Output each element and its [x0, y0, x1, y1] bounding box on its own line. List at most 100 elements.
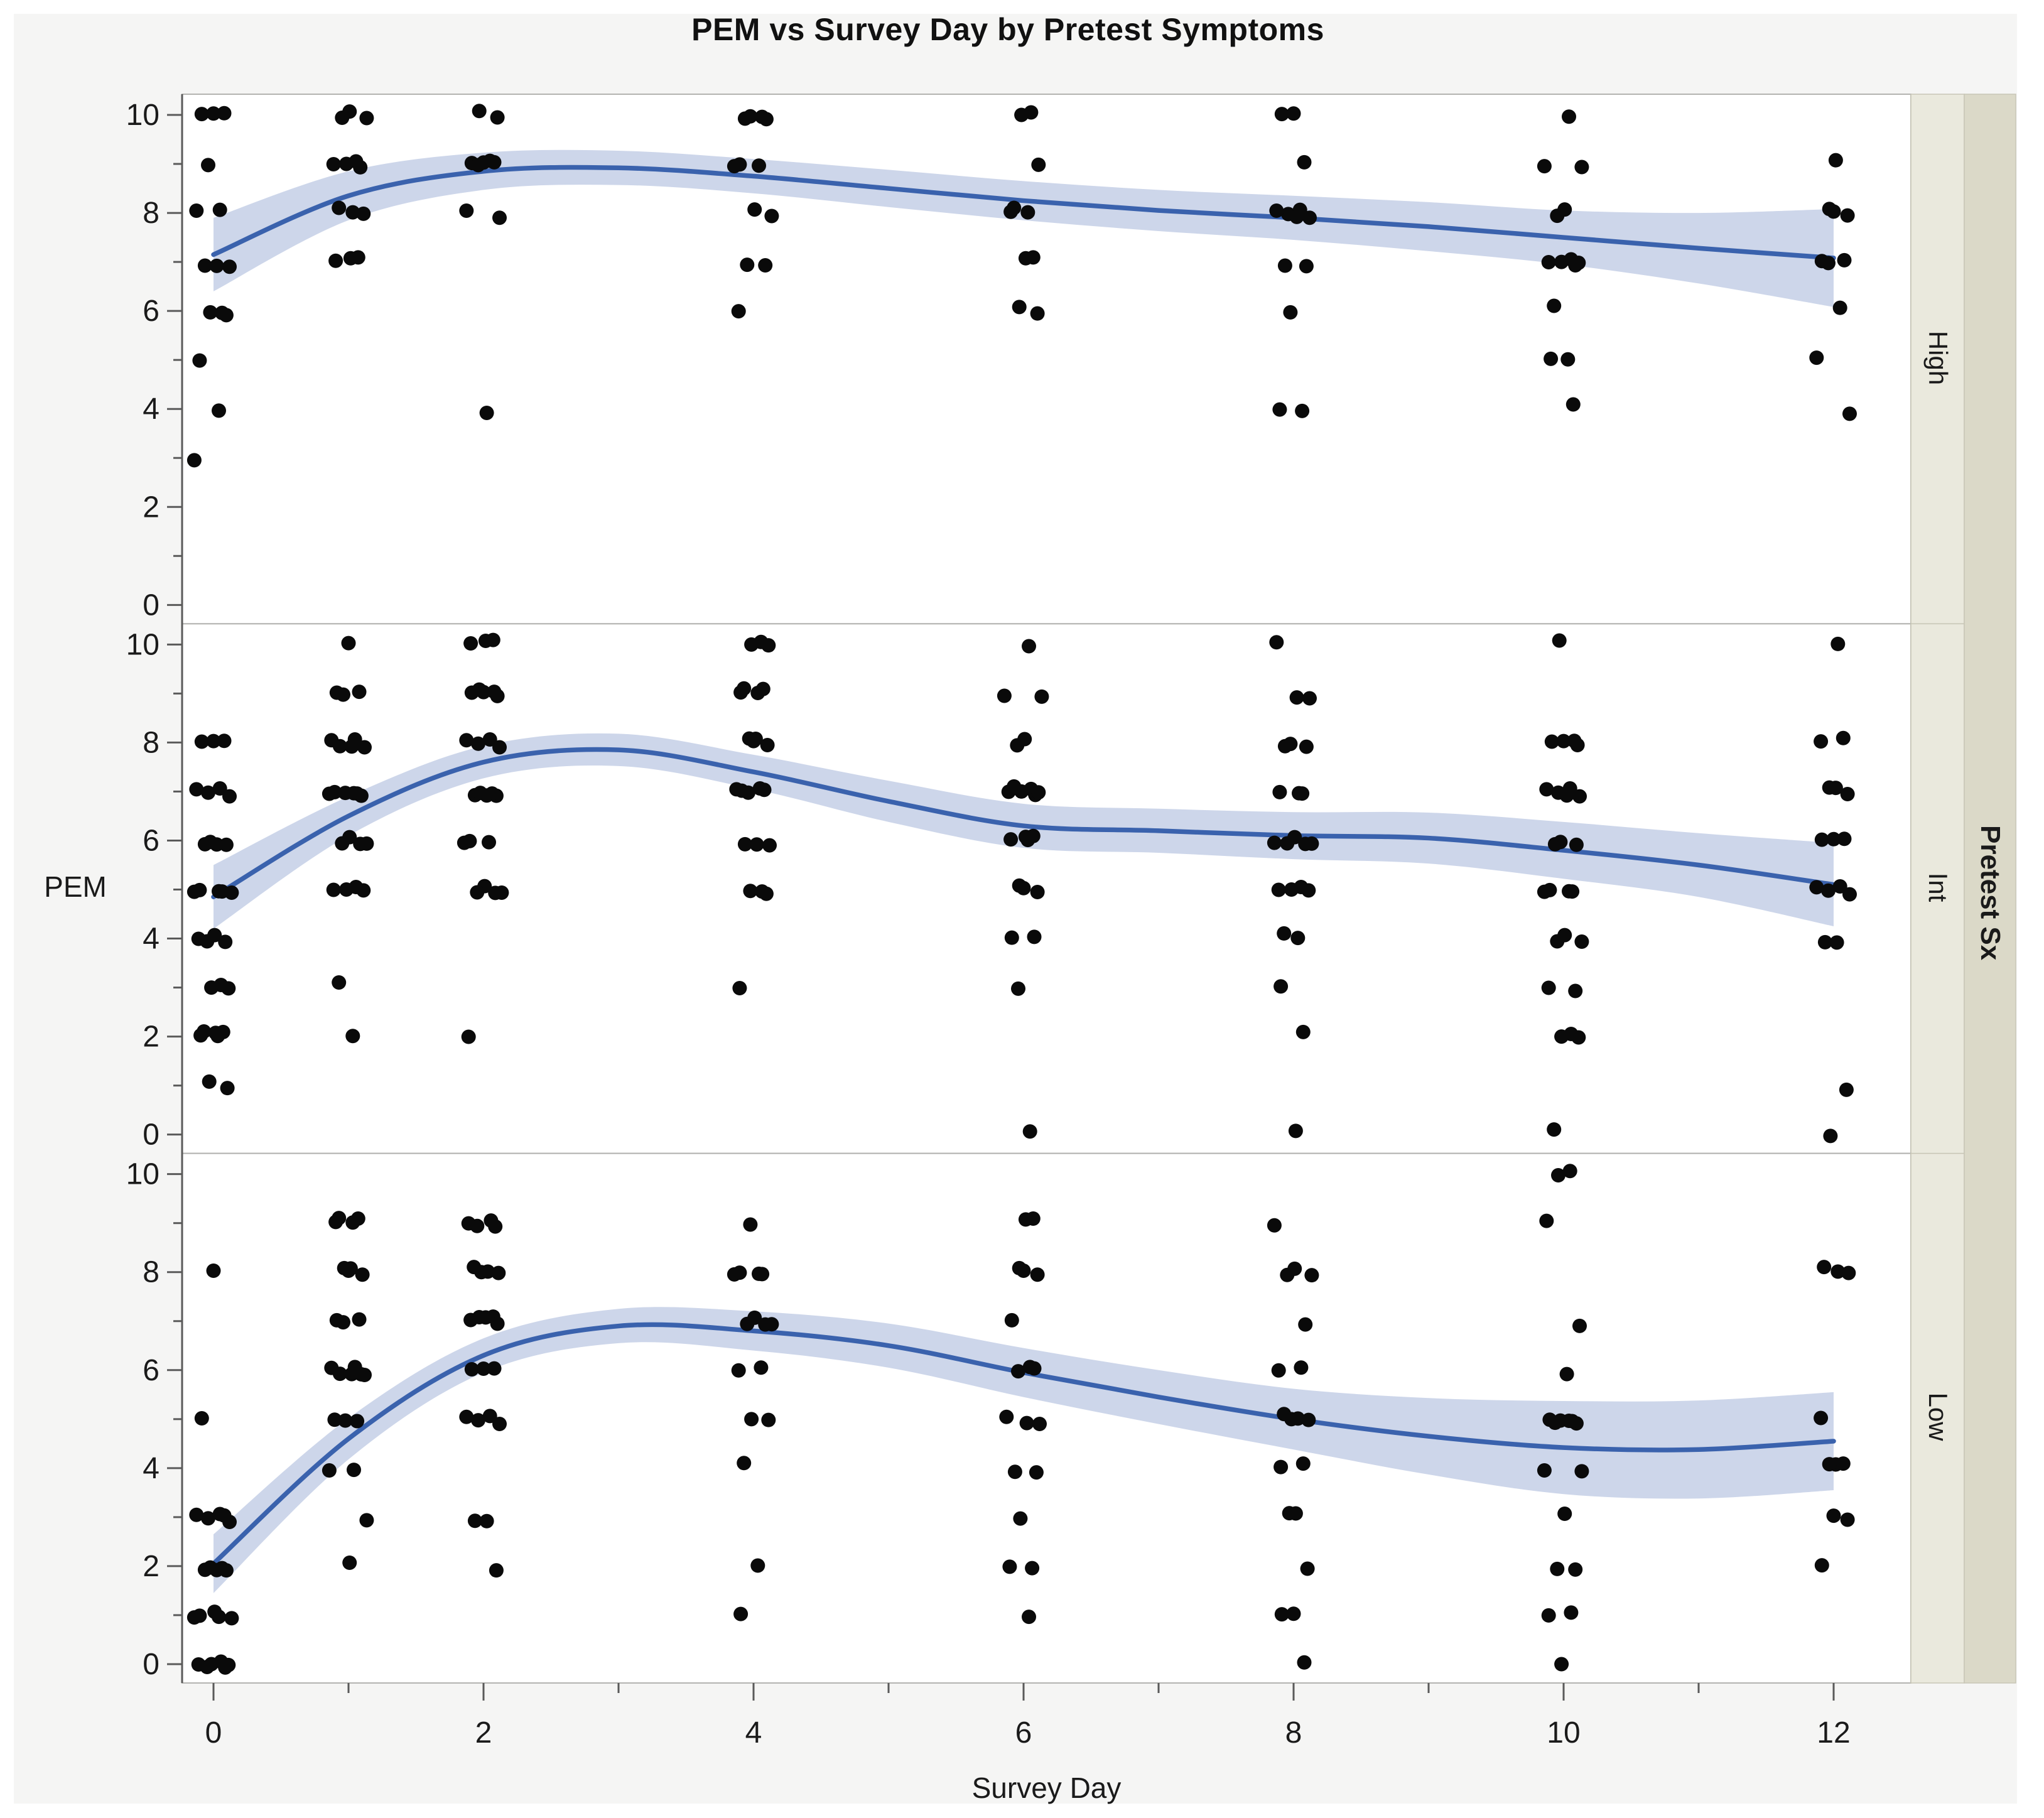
data-point [1826, 1508, 1841, 1523]
data-point [1537, 884, 1552, 899]
facet-outer-strip [1964, 94, 2016, 1684]
data-point [1284, 882, 1299, 897]
data-point [1562, 884, 1576, 899]
data-point [1842, 406, 1857, 421]
data-point [327, 1412, 342, 1427]
data-point [350, 1211, 365, 1226]
data-point [197, 258, 212, 273]
data-point [1572, 789, 1587, 804]
data-point [1568, 1562, 1583, 1577]
data-point [1541, 980, 1556, 995]
data-point [1277, 926, 1292, 941]
data-point [338, 1413, 353, 1428]
data-point [201, 158, 215, 173]
data-point [1564, 1605, 1579, 1620]
data-point [1277, 1407, 1292, 1422]
data-point [492, 740, 507, 755]
data-point [224, 1611, 239, 1626]
data-point [1574, 934, 1589, 949]
y-tick-label: 8 [143, 1256, 160, 1289]
data-point [1562, 1164, 1577, 1179]
data-point [1274, 1607, 1289, 1622]
data-point [189, 782, 204, 797]
data-point [485, 786, 500, 801]
data-point [1011, 981, 1025, 996]
data-point [1025, 1561, 1040, 1576]
data-point [1554, 254, 1569, 269]
data-point [189, 1507, 204, 1522]
data-point [1574, 1464, 1589, 1479]
data-point [752, 1266, 766, 1281]
data-point [476, 1361, 491, 1377]
data-point [489, 1563, 504, 1578]
data-point [1031, 157, 1046, 172]
data-point [1822, 1457, 1837, 1472]
y-tick-label: 6 [143, 824, 160, 857]
data-point [729, 782, 744, 797]
data-point [1823, 1128, 1838, 1144]
data-point [1018, 1212, 1033, 1227]
data-point [322, 1463, 337, 1478]
data-point [347, 1463, 361, 1478]
data-point [740, 1316, 755, 1331]
data-point [1814, 1558, 1829, 1573]
data-point [1019, 1415, 1034, 1431]
data-point [343, 251, 358, 266]
data-point [492, 210, 507, 225]
data-point [1300, 1561, 1315, 1576]
data-point [482, 153, 497, 168]
data-point [359, 1513, 374, 1528]
data-point [476, 684, 491, 700]
data-point [744, 1412, 759, 1427]
facet-strip-label-int: Int [1923, 872, 1953, 902]
data-point [322, 786, 337, 801]
x-tick-label: 2 [475, 1716, 492, 1750]
chart-title: PEM vs Survey Day by Pretest Symptoms [691, 12, 1324, 47]
data-point [1557, 1507, 1572, 1521]
data-point [459, 203, 474, 218]
data-point [1822, 780, 1837, 795]
data-point [1836, 730, 1851, 745]
y-tick-label: 4 [143, 923, 160, 956]
data-point [461, 1216, 476, 1231]
y-tick-label: 2 [143, 1020, 160, 1054]
data-point [1809, 880, 1824, 895]
y-tick-label: 8 [143, 197, 160, 230]
y-tick-label: 4 [143, 1452, 160, 1485]
data-point [1290, 931, 1306, 946]
data-point [1302, 691, 1317, 706]
data-point [1571, 1030, 1586, 1045]
data-point [997, 688, 1012, 703]
data-point [1014, 107, 1029, 122]
panel-low: 0 2 4 6 8 10 [126, 1152, 1965, 1684]
data-point [203, 835, 218, 850]
data-point [336, 687, 350, 702]
data-point [1817, 934, 1832, 950]
data-point [744, 637, 759, 652]
data-point [1544, 734, 1559, 749]
data-point [212, 403, 226, 418]
data-point [357, 740, 372, 755]
data-point [1277, 258, 1292, 273]
y-tick-label: 10 [126, 1158, 160, 1191]
x-tick-label: 0 [205, 1716, 222, 1750]
data-point [1289, 209, 1304, 224]
data-point [1809, 350, 1824, 365]
x-tick-label: 6 [1015, 1716, 1032, 1750]
data-point [332, 200, 347, 215]
data-point [482, 835, 496, 850]
facet-strip-cell [1910, 1152, 1965, 1684]
y-tick-label: 10 [126, 99, 160, 132]
data-point [1541, 1608, 1556, 1623]
y-tick-label: 2 [143, 1550, 160, 1583]
data-point [758, 258, 773, 273]
facet-strip-label-high: High [1923, 330, 1953, 385]
data-point [1839, 1082, 1854, 1097]
data-point [212, 781, 227, 796]
data-point [1840, 208, 1855, 223]
data-point [1274, 107, 1289, 122]
data-point [212, 1507, 227, 1522]
y-tick-label: 0 [143, 588, 160, 622]
data-point [335, 836, 350, 851]
